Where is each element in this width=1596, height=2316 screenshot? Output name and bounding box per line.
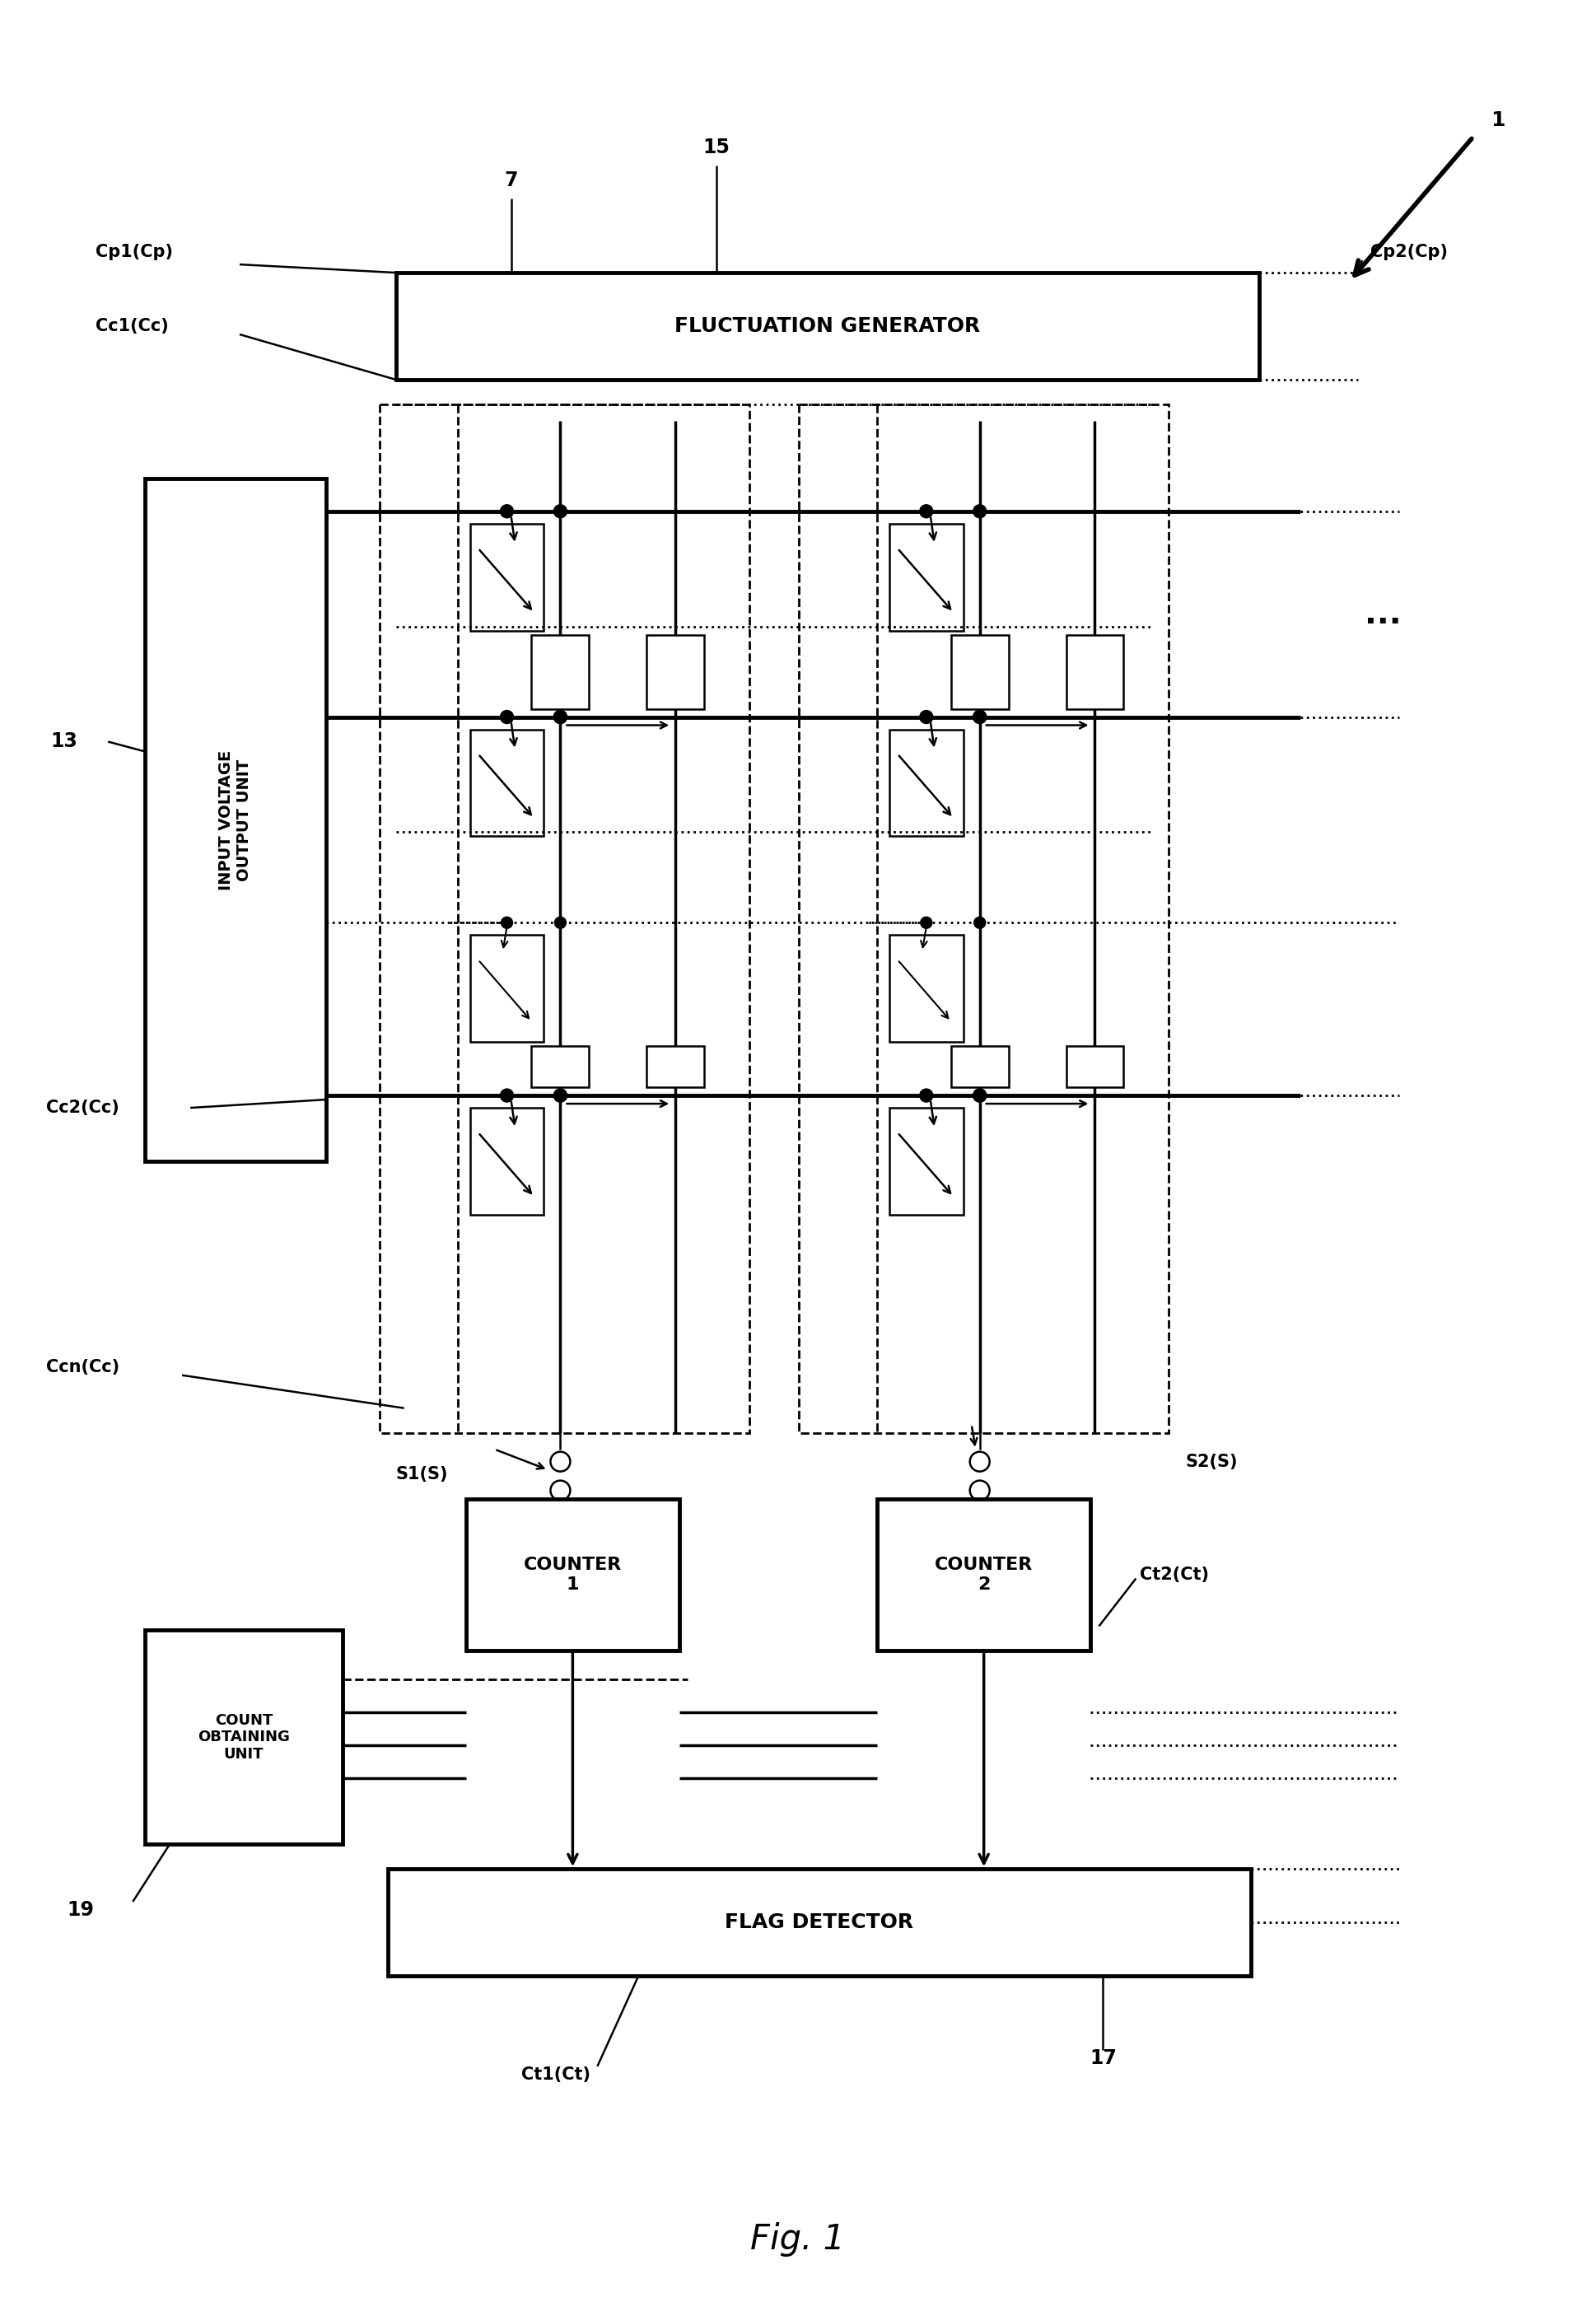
Bar xyxy=(145,479,326,1160)
Bar xyxy=(531,635,589,709)
Bar xyxy=(145,1630,343,1844)
Text: COUNTER
1: COUNTER 1 xyxy=(523,1556,622,1593)
Bar xyxy=(531,1047,589,1086)
Circle shape xyxy=(919,1089,934,1102)
Circle shape xyxy=(554,711,567,723)
Bar xyxy=(876,1498,1090,1651)
Bar xyxy=(800,405,1168,1434)
Bar xyxy=(388,1869,1251,1976)
Text: 17: 17 xyxy=(1090,2047,1117,2068)
Text: FLUCTUATION GENERATOR: FLUCTUATION GENERATOR xyxy=(675,317,980,336)
Circle shape xyxy=(974,917,985,929)
Text: 19: 19 xyxy=(67,1899,94,1920)
Circle shape xyxy=(974,1089,986,1102)
Bar xyxy=(469,730,544,836)
Text: Ct1(Ct): Ct1(Ct) xyxy=(522,2066,591,2082)
Text: COUNT
OBTAINING
UNIT: COUNT OBTAINING UNIT xyxy=(198,1714,290,1762)
Text: Cc2(Cc): Cc2(Cc) xyxy=(46,1100,120,1116)
Circle shape xyxy=(554,917,567,929)
Text: 13: 13 xyxy=(51,732,78,753)
Circle shape xyxy=(554,1089,567,1102)
Circle shape xyxy=(501,917,512,929)
Bar xyxy=(469,1107,544,1216)
Circle shape xyxy=(919,711,934,723)
Bar xyxy=(396,273,1259,380)
Bar xyxy=(889,1107,964,1216)
Bar xyxy=(646,1047,704,1086)
Bar xyxy=(466,1498,680,1651)
Bar xyxy=(380,405,750,1434)
Circle shape xyxy=(554,1089,567,1102)
Circle shape xyxy=(919,505,934,519)
Circle shape xyxy=(974,711,986,723)
Text: 15: 15 xyxy=(704,137,729,157)
Bar xyxy=(1066,635,1124,709)
Text: FLAG DETECTOR: FLAG DETECTOR xyxy=(725,1913,915,1932)
Text: ...: ... xyxy=(1365,598,1401,630)
Bar xyxy=(646,635,704,709)
Text: S1(S): S1(S) xyxy=(396,1466,448,1482)
Text: S2(S): S2(S) xyxy=(1186,1454,1237,1471)
Circle shape xyxy=(554,505,567,519)
Bar xyxy=(951,1047,1009,1086)
Text: Cc1(Cc): Cc1(Cc) xyxy=(96,317,169,334)
Circle shape xyxy=(921,917,932,929)
Bar xyxy=(889,936,964,1042)
Text: INPUT VOLTAGE
OUTPUT UNIT: INPUT VOLTAGE OUTPUT UNIT xyxy=(219,750,252,889)
Bar xyxy=(889,523,964,630)
Circle shape xyxy=(974,1089,986,1102)
Bar xyxy=(1066,1047,1124,1086)
Bar xyxy=(889,730,964,836)
Text: Ct2(Ct): Ct2(Ct) xyxy=(1140,1566,1210,1582)
Bar xyxy=(951,635,1009,709)
Text: Cp1(Cp): Cp1(Cp) xyxy=(96,243,172,259)
Text: Cp2(Cp): Cp2(Cp) xyxy=(1371,243,1448,259)
Bar xyxy=(469,523,544,630)
Circle shape xyxy=(500,505,514,519)
Text: Fig. 1: Fig. 1 xyxy=(750,2221,846,2256)
Text: Ccn(Cc): Ccn(Cc) xyxy=(46,1359,120,1376)
Circle shape xyxy=(500,1089,514,1102)
Text: COUNTER
2: COUNTER 2 xyxy=(935,1556,1033,1593)
Text: 1: 1 xyxy=(1491,111,1505,130)
Bar xyxy=(469,936,544,1042)
Text: 7: 7 xyxy=(504,171,517,190)
Circle shape xyxy=(974,505,986,519)
Circle shape xyxy=(500,711,514,723)
Circle shape xyxy=(974,711,986,723)
Circle shape xyxy=(554,711,567,723)
